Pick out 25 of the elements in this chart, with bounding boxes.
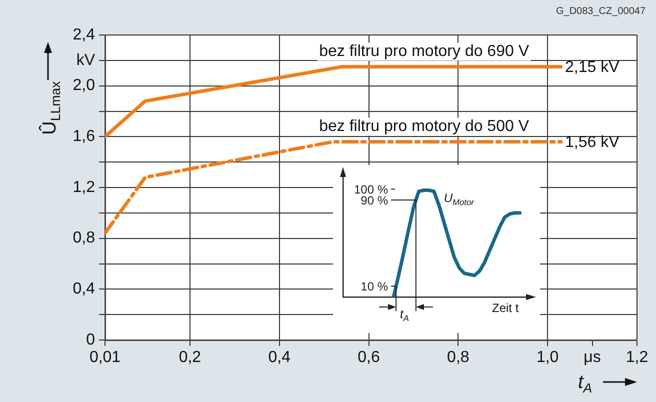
- y-tick-label: 2,0: [72, 77, 96, 94]
- y-tick-label: 0,4: [72, 280, 96, 298]
- x-tick-label: 0,2: [178, 349, 202, 366]
- x-tick-label: 1,2: [626, 349, 648, 366]
- text: G_D083_CZ_00047: [556, 6, 646, 17]
- y-tick-label: 1,2: [72, 178, 96, 196]
- series-label: bez filtru pro motory do 500 V: [319, 118, 530, 136]
- text: Zeit t: [492, 301, 519, 315]
- series-label: bez filtru pro motory do 690 V: [319, 43, 530, 60]
- y-tick-label: 0: [86, 331, 96, 348]
- y-tick-label: 2,4: [72, 26, 96, 44]
- x-tick-label: μs: [584, 349, 601, 366]
- x-tick-label: 0,01: [89, 349, 121, 366]
- annotation: 2,15 kV: [565, 59, 620, 76]
- x-tick-label: 1,0: [536, 349, 559, 366]
- y-tick-label: 1,6: [72, 128, 96, 146]
- annotation: 1,56 kV: [565, 134, 620, 152]
- text: t$_{A}$: [400, 307, 409, 323]
- x-tick-label: 0,6: [358, 349, 380, 366]
- y-tick-label: 0,8: [72, 230, 96, 247]
- text: U$_{Motor}$: [444, 191, 474, 208]
- x-axis-title: t$_{A}$: [578, 372, 592, 396]
- x-tick-label: 0,4: [268, 349, 291, 366]
- y-tick-label: kV: [76, 52, 96, 69]
- x-tick-label: 0,8: [447, 349, 470, 366]
